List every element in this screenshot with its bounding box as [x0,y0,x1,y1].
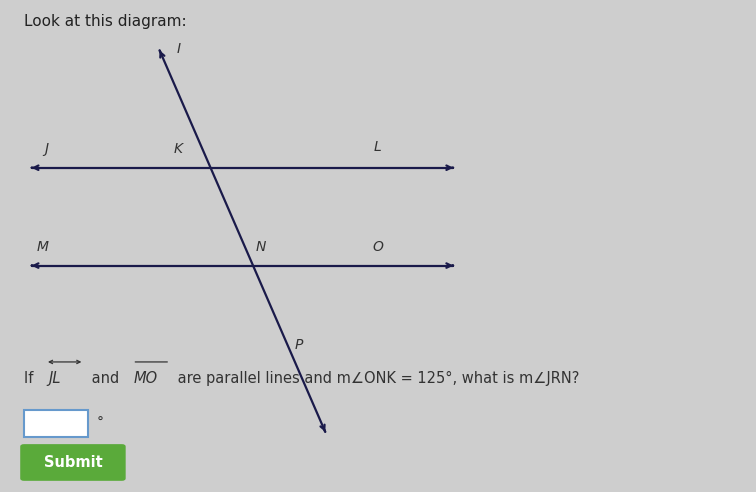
FancyBboxPatch shape [24,410,88,437]
Text: If: If [24,371,38,386]
FancyBboxPatch shape [20,444,125,481]
Text: MO: MO [134,371,158,386]
Text: O: O [373,240,383,254]
Text: JL: JL [48,371,60,386]
Text: and: and [87,371,124,386]
Text: Submit: Submit [44,455,102,470]
Text: M: M [37,240,49,254]
Text: J: J [45,142,48,156]
Text: P: P [295,338,303,352]
Text: I: I [176,42,181,56]
Text: K: K [174,142,183,156]
Text: L: L [374,140,382,154]
Text: N: N [256,240,266,254]
Text: Look at this diagram:: Look at this diagram: [24,14,187,29]
Text: °: ° [97,416,104,430]
Text: are parallel lines and m∠ONK = 125°, what is m∠JRN?: are parallel lines and m∠ONK = 125°, wha… [173,371,580,386]
